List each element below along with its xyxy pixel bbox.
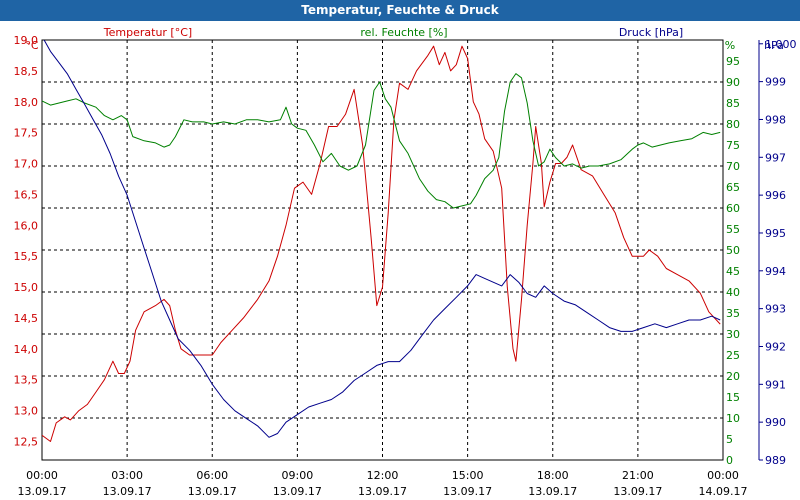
pressure-axis-label: Druck [hPa] (619, 26, 683, 39)
humidity-tick-label: 40 (726, 286, 740, 299)
x-tick-time: 12:00 (367, 469, 399, 482)
x-tick-time: 15:00 (452, 469, 484, 482)
pressure-tick-label: 989 (765, 454, 786, 467)
temp-tick-label: 16,0 (14, 219, 39, 232)
x-tick-date: 13.09.17 (358, 485, 407, 498)
humidity-axis-label: rel. Feuchte [%] (360, 26, 447, 39)
temp-tick-label: 12,5 (14, 435, 39, 448)
humidity-tick-label: 25 (726, 349, 740, 362)
humidity-tick-label: 65 (726, 181, 740, 194)
x-tick-date: 13.09.17 (443, 485, 492, 498)
x-tick-date: 14.09.17 (699, 485, 748, 498)
humidity-tick-label: 90 (726, 76, 740, 89)
temp-tick-label: 16,5 (14, 188, 39, 201)
temp-tick-label: 14,0 (14, 343, 39, 356)
pressure-tick-label: 997 (765, 151, 786, 164)
x-tick-date: 13.09.17 (103, 485, 152, 498)
pressure-tick-label: 994 (765, 265, 786, 278)
temp-tick-label: 13,0 (14, 405, 39, 418)
humidity-tick-label: 15 (726, 391, 740, 404)
series-line-temp (42, 45, 721, 442)
humidity-unit: % (725, 39, 735, 52)
humidity-tick-label: 75 (726, 139, 740, 152)
humidity-tick-label: 55 (726, 223, 740, 236)
grid (42, 40, 723, 460)
series-line-humidity (42, 73, 721, 209)
axes-group: 00:00 13.09.17 03:00 13.09.17 06:00 13.09.17 0… (14, 34, 797, 498)
chart-background (0, 21, 800, 500)
temp-tick-label: 14,5 (14, 312, 39, 325)
temp-axis-label: Temperatur [°C] (103, 26, 192, 39)
pressure-tick-label: 998 (765, 113, 786, 126)
x-tick-time: 18:00 (537, 469, 569, 482)
series-line-pressure (43, 40, 721, 438)
humidity-tick-label: 85 (726, 97, 740, 110)
pressure-tick-label: 993 (765, 303, 786, 316)
pressure-tick-label: 990 (765, 416, 786, 429)
series-group (42, 40, 721, 442)
x-tick-time: 00:00 (707, 469, 739, 482)
x-tick-date: 13.09.17 (528, 485, 577, 498)
humidity-tick-label: 80 (726, 118, 740, 131)
humidity-tick-label: 0 (726, 454, 733, 467)
humidity-tick-label: 95 (726, 55, 740, 68)
plot-frame (41, 39, 724, 461)
humidity-tick-label: 35 (726, 307, 740, 320)
x-tick-time: 00:00 (26, 469, 58, 482)
temp-tick-label: 17,0 (14, 158, 39, 171)
temp-tick-label: 17,5 (14, 127, 39, 140)
x-tick-time: 09:00 (282, 469, 314, 482)
pressure-tick-label: 996 (765, 189, 786, 202)
x-tick-time: 21:00 (622, 469, 654, 482)
temp-tick-label: 18,5 (14, 65, 39, 78)
humidity-tick-label: 45 (726, 265, 740, 278)
temp-tick-label: 13,5 (14, 374, 39, 387)
x-tick-date: 13.09.17 (273, 485, 322, 498)
x-tick-date: 13.09.17 (18, 485, 67, 498)
temp-unit: °C (25, 39, 39, 52)
humidity-tick-label: 20 (726, 370, 740, 383)
x-tick-time: 06:00 (196, 469, 228, 482)
x-tick-date: 13.09.17 (613, 485, 662, 498)
temp-tick-label: 18,0 (14, 96, 39, 109)
window-title: Temperatur, Feuchte & Druck (0, 0, 800, 21)
pressure-tick-label: 999 (765, 76, 786, 89)
humidity-tick-label: 5 (726, 433, 733, 446)
humidity-tick-label: 70 (726, 160, 740, 173)
pressure-tick-label: 992 (765, 340, 786, 353)
temp-tick-label: 19,0 (14, 34, 39, 47)
humidity-tick-label: 50 (726, 244, 740, 257)
pressure-tick-label: 1.000 (765, 38, 797, 51)
temp-tick-label: 15,0 (14, 281, 39, 294)
humidity-tick-label: 60 (726, 202, 740, 215)
pressure-unit: hPa (764, 39, 784, 52)
pressure-tick-label: 995 (765, 227, 786, 240)
humidity-tick-label: 30 (726, 328, 740, 341)
x-tick-time: 03:00 (111, 469, 143, 482)
pressure-tick-label: 991 (765, 378, 786, 391)
humidity-tick-label: 10 (726, 412, 740, 425)
chart: 00:00 13.09.17 03:00 13.09.17 06:00 13.09.17 0… (0, 21, 800, 500)
x-tick-date: 13.09.17 (188, 485, 237, 498)
temp-tick-label: 15,5 (14, 250, 39, 263)
